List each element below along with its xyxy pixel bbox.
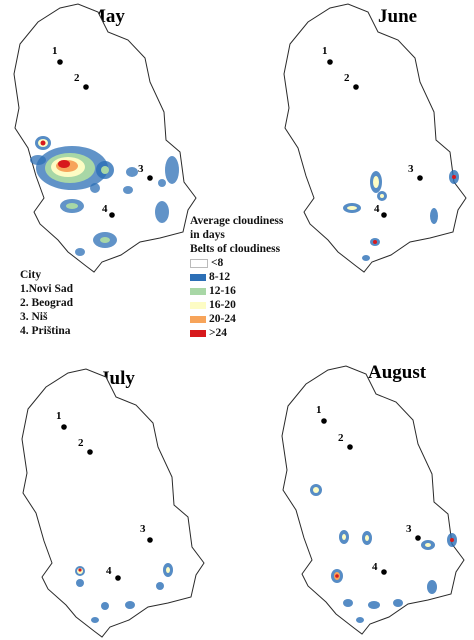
legend-class-label: 8-12 [209,271,231,283]
blob-may-se [155,201,169,223]
svg-text:2: 2 [78,437,84,449]
city-markers-may: 1 2 3 4 [52,45,153,218]
blob-may-c1-core [101,166,109,174]
blob-aug-7 [343,599,353,607]
svg-text:3: 3 [140,523,146,535]
blob-may-west [35,136,51,150]
legend-class-label: 16-20 [209,299,236,311]
legend-class-row: >24 [190,326,283,340]
blob-june-5 [430,208,438,224]
svg-text:2: 2 [338,432,344,444]
svg-text:3: 3 [408,163,414,175]
legend-class-label: >24 [209,327,228,339]
city-legend-item: 4. Priština [20,325,71,337]
svg-text:1: 1 [56,410,62,422]
city-legend-heading: City [20,269,42,281]
svg-text:4: 4 [106,565,112,577]
legend-swatch [190,273,206,281]
legend-swatch [190,258,208,268]
city-legend: City 1.Novi Sad 2. Beograd 3. Niš 4. Pri… [20,268,73,338]
legend-class-row: <8 [190,256,283,270]
city-dot-pristina [109,212,115,218]
blob-may-sw-core [66,203,78,209]
city-number-1: 1 [52,45,58,57]
city-legend-item: 1.Novi Sad [20,283,74,295]
blob-aug-9 [393,599,403,607]
cloudiness-belts-july [75,563,173,623]
city-legend-item: 2. Beograd [20,297,74,309]
city-dot-nis [147,175,153,181]
cloudiness-legend-subtitle: Belts of cloudiness [190,243,281,255]
city-number-2: 2 [74,72,80,84]
blob-may-w2 [30,155,46,165]
map-panel-august: August 1 2 3 [281,362,465,635]
legend-swatch [190,287,206,295]
svg-text:3: 3 [406,523,412,535]
blob-may-main [36,146,108,190]
month-title-august: August [368,362,427,383]
legend-class-row: 8-12 [190,270,283,284]
month-title-june: June [378,6,417,27]
blob-july-6 [125,601,135,609]
cloudiness-belts-june [343,170,459,261]
cloudiness-legend: Average cloudiness in days Belts of clou… [190,214,283,340]
city-markers-july: 1 2 3 4 [56,410,153,581]
city-dot-novi-sad [57,59,63,65]
svg-text:4: 4 [374,203,380,215]
blob-may-east [165,156,179,184]
map-panel-july: July 1 2 3 4 [21,368,205,638]
city-number-4: 4 [102,203,108,215]
legend-class-row: 16-20 [190,298,283,312]
blob-may-c2 [126,167,138,177]
legend-swatch [190,329,206,337]
blob-aug-11 [356,617,364,623]
legend-swatch [190,301,206,309]
legend-class-label: 12-16 [209,285,236,297]
blob-may-east2 [158,179,166,187]
city-legend-item: 3. Niš [20,311,48,323]
cloudiness-belts-may [30,136,179,256]
legend-swatch [190,315,206,323]
map-panel-june: June 1 2 3 4 [283,3,467,273]
svg-text:4: 4 [372,561,378,573]
blob-may-s2 [75,248,85,256]
city-markers-august: 1 2 3 4 [316,404,421,575]
svg-text:2: 2 [344,72,350,84]
blob-july-2 [76,579,84,587]
blob-may-c4 [123,186,133,194]
legend-class-row: 20-24 [190,312,283,326]
legend-class-label: 20-24 [209,313,236,325]
legend-class-label: <8 [211,257,224,269]
city-markers-june: 1 2 3 4 [322,45,423,218]
serbia-border-august [281,365,465,635]
svg-text:1: 1 [316,404,322,416]
legend-class-row: 12-16 [190,284,283,298]
blob-aug-8 [368,601,380,609]
city-number-3: 3 [138,163,144,175]
blob-july-5 [101,602,109,610]
blob-may-s-core [100,237,110,243]
cloudiness-legend-title-2: in days [190,229,225,241]
serbia-border-june [283,3,467,273]
blob-june-7 [362,255,370,261]
blob-july-4 [156,582,164,590]
cloudiness-belts-august [310,484,457,623]
serbia-border-july [21,368,205,638]
blob-july-7 [91,617,99,623]
blob-may-c3 [90,183,100,193]
city-dot-beograd [83,84,89,90]
blob-aug-10 [427,580,437,594]
map-panel-may: May [13,3,197,273]
cloudiness-legend-title: Average cloudiness [190,215,284,227]
svg-text:1: 1 [322,45,328,57]
